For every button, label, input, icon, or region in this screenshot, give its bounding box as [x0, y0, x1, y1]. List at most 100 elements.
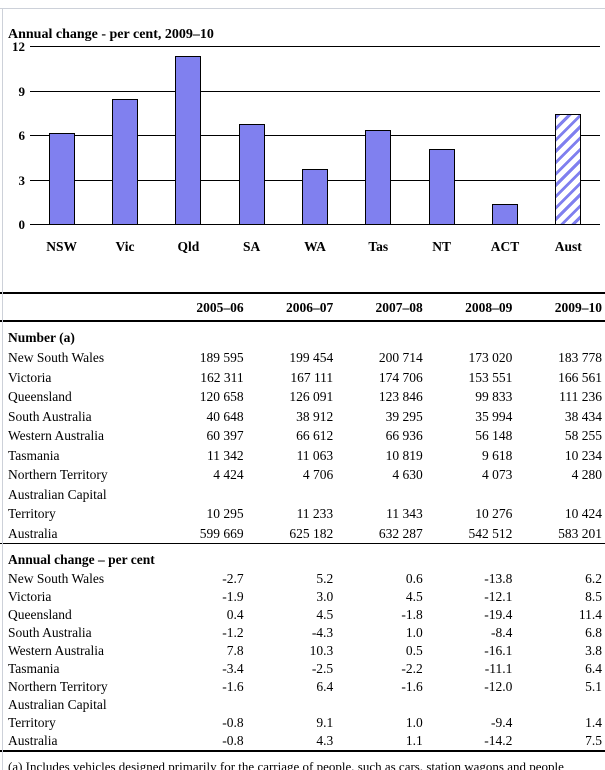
- cell: 38 434: [564, 408, 602, 424]
- cell: 56 148: [475, 428, 513, 443]
- cell: -9.4: [491, 715, 513, 730]
- table-row: Tasmania -3.4 -2.5 -2.2 -11.1 6.4: [0, 660, 605, 678]
- x-axis-label-act: ACT: [490, 239, 520, 254]
- cell: 126 091: [289, 389, 334, 404]
- cell: 174 706: [378, 369, 423, 385]
- cell: 60 397: [206, 428, 244, 443]
- gridline: [30, 90, 600, 92]
- cell: -0.8: [222, 733, 244, 748]
- row-label: Australian Capital Territory: [8, 486, 107, 522]
- column-header: 2007–08: [336, 293, 426, 322]
- cell: 4 280: [571, 467, 602, 482]
- cell: -1.9: [222, 589, 244, 604]
- footnote-a: (a) Includes vehicles designed primarily…: [8, 759, 564, 770]
- data-table: 2005–06 2006–07 2007–08 2008–09 2009–10 Numbe…: [0, 292, 605, 752]
- cell: -1.2: [222, 625, 244, 640]
- cell: 542 512: [468, 525, 513, 541]
- cell: 0.6: [405, 571, 423, 586]
- table-row: Australian Capital Territory -0.8 9.1 1.0 -9…: [0, 696, 605, 732]
- bar-nsw: [48, 133, 75, 225]
- cell: 8.5: [585, 589, 602, 604]
- row-label: Western Australia: [8, 643, 105, 658]
- cell: 10 234: [564, 447, 602, 463]
- cell: 10.3: [309, 643, 334, 658]
- table-row: Victoria 162 311 167 111 174 706 153 551 166 …: [0, 368, 605, 388]
- cell: 11 342: [206, 447, 244, 463]
- row-label: Tasmania: [8, 661, 60, 676]
- cell: 583 201: [558, 525, 602, 541]
- cell: 0.4: [226, 607, 244, 622]
- bar-aust: [555, 113, 582, 225]
- cell: -13.8: [484, 571, 513, 586]
- cell: 1.0: [405, 715, 423, 730]
- x-axis-label-vic: Vic: [115, 239, 135, 254]
- bar-chart: 0 3 6 9 12: [0, 39, 605, 232]
- x-axis-label-nsw: NSW: [46, 239, 78, 254]
- y-axis-tick-label: 6: [18, 128, 26, 143]
- table-row: Northern Territory -1.6 6.4 -1.6 -12.0 5.1: [0, 678, 605, 696]
- y-axis-tick-label: 12: [12, 39, 25, 54]
- x-axis-label-wa: WA: [304, 239, 326, 254]
- bar-tas: [365, 130, 392, 225]
- row-label: Tasmania: [8, 447, 60, 463]
- column-header: 2006–07: [246, 293, 337, 322]
- table-header-row: 2005–06 2006–07 2007–08 2008–09 2009–10: [0, 293, 605, 322]
- cell: -3.4: [222, 661, 244, 676]
- x-axis-label-sa: SA: [243, 239, 261, 254]
- section-header-row: Annual change – per cent: [0, 543, 605, 570]
- cell: 10 819: [385, 447, 423, 463]
- cell: -1.8: [401, 607, 423, 622]
- cell: 39 295: [385, 408, 423, 424]
- cell: 11 343: [386, 506, 423, 521]
- cell: 4 424: [213, 467, 244, 482]
- row-label: South Australia: [8, 408, 92, 424]
- cell: 200 714: [378, 350, 423, 365]
- cell: 9.1: [316, 715, 334, 730]
- table-row: South Australia -1.2 -4.3 1.0 -8.4 6.8: [0, 624, 605, 642]
- plot-area: [30, 46, 600, 225]
- cell: 6.4: [316, 679, 334, 694]
- table-row: Tasmania 11 342 11 063 10 819 9 618 10 234: [0, 446, 605, 466]
- cell: -4.3: [311, 625, 334, 640]
- cell: 4 630: [392, 467, 423, 482]
- cell: 6.2: [585, 571, 602, 586]
- cell: 166 561: [558, 369, 602, 385]
- cell: 4 706: [302, 467, 334, 482]
- row-label: Northern Territory: [8, 679, 108, 694]
- cell: 189 595: [199, 350, 244, 365]
- cell: 153 551: [468, 369, 513, 385]
- cell: -1.6: [222, 679, 244, 694]
- cell: 1.4: [585, 715, 602, 730]
- cell: 66 936: [385, 428, 423, 443]
- section-header: Number (a): [8, 330, 75, 345]
- row-label: Queensland: [8, 389, 72, 404]
- x-axis-label-qld: Qld: [177, 239, 200, 254]
- cell: 5.2: [316, 571, 334, 586]
- cell: 167 111: [290, 369, 334, 385]
- cell: 40 648: [206, 408, 244, 424]
- table-row: Australia -0.8 4.3 1.1 -14.2 7.5: [0, 732, 605, 751]
- gridline: [30, 46, 600, 47]
- cell: 4.3: [316, 733, 334, 748]
- cell: 58 255: [564, 428, 602, 443]
- bar-sa: [238, 124, 265, 225]
- column-header: 2008–09: [425, 293, 516, 322]
- cell: 3.0: [316, 589, 334, 604]
- cell: -11.1: [484, 661, 513, 676]
- cell: 35 994: [475, 408, 513, 424]
- cell: 6.4: [585, 661, 602, 676]
- table-row: Australia 599 669 625 182 632 287 542 512 583…: [0, 524, 605, 544]
- cell: -2.5: [311, 661, 334, 676]
- cell: 173 020: [468, 350, 513, 365]
- cell: 1.1: [405, 733, 423, 748]
- cell: 11 233: [296, 506, 334, 521]
- cell: 5.1: [585, 679, 602, 694]
- table-row: New South Wales -2.7 5.2 0.6 -13.8 6.2: [0, 570, 605, 588]
- bar-qld: [175, 55, 202, 225]
- cell: 123 846: [378, 389, 423, 404]
- x-axis-labels: NSW Vic Qld SA WA Tas NT ACT Aust: [30, 225, 600, 255]
- row-label: South Australia: [8, 625, 92, 640]
- row-label: Australian Capital Territory: [8, 697, 107, 730]
- cell: 632 287: [378, 525, 423, 541]
- cell: 11.4: [578, 607, 602, 622]
